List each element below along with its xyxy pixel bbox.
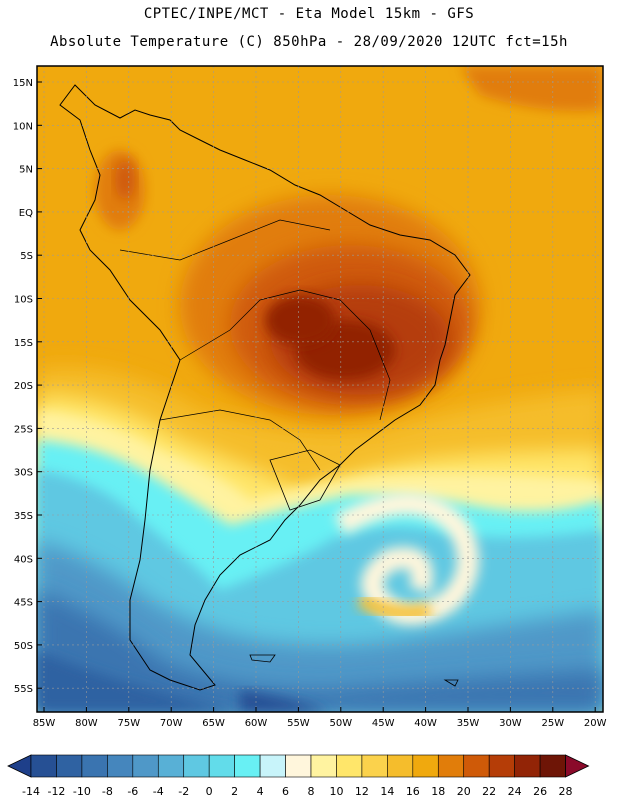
colorbar-swatch: [107, 754, 134, 778]
colorbar-label: 8: [308, 785, 315, 798]
colorbar-label: 18: [431, 785, 445, 798]
lon-label: 30W: [499, 718, 522, 729]
lat-label: 50S: [14, 641, 33, 652]
colorbar-label: 28: [559, 785, 573, 798]
lat-label: 10S: [14, 295, 33, 306]
colorbar-swatch: [361, 754, 388, 778]
graticule: [37, 66, 603, 712]
colorbar-label: 24: [508, 785, 522, 798]
colorbar-swatch: [539, 754, 566, 778]
colorbar-label: -4: [153, 785, 164, 798]
colorbar-swatch: [234, 754, 261, 778]
lat-label: 5S: [20, 251, 33, 262]
longitude-labels: 85W 80W 75W 70W 65W 60W 55W 50W 45W 40W 35W 30W 25W 2…: [33, 707, 607, 729]
colorbar-label: 10: [329, 785, 343, 798]
colorbar-swatch: [259, 754, 286, 778]
map-frame: [36, 65, 604, 713]
colorbar-label: 2: [231, 785, 238, 798]
colorbar-label: -12: [47, 785, 65, 798]
colorbar-swatch: [285, 754, 312, 778]
lon-label: 40W: [414, 718, 437, 729]
colorbar-swatch: [310, 754, 337, 778]
colorbar-swatch: [56, 754, 83, 778]
colorbar-label: 14: [380, 785, 394, 798]
lat-label: EQ: [19, 208, 33, 219]
colorbar-swatch: [463, 754, 490, 778]
colorbar-label: 12: [355, 785, 369, 798]
lon-label: 65W: [202, 718, 225, 729]
colorbar-label: -10: [73, 785, 91, 798]
lat-label: 25S: [14, 424, 33, 435]
lat-label: 15S: [14, 338, 33, 349]
lat-label: 35S: [14, 511, 33, 522]
lat-label: 45S: [14, 598, 33, 609]
colorbar-swatch: [437, 754, 465, 778]
continent-outline: [59, 84, 471, 691]
colorbar-swatch: [208, 754, 235, 778]
colorbar-label: 4: [257, 785, 264, 798]
colorbar-label: 22: [482, 785, 496, 798]
colorbar-swatch: [132, 754, 159, 778]
chart-title-line-2: Absolute Temperature (C) 850hPa - 28/09/…: [50, 34, 568, 50]
lat-label: 55S: [14, 684, 33, 695]
colorbar-label: 16: [406, 785, 420, 798]
lat-label: 15N: [13, 78, 33, 89]
lon-label: 35W: [457, 718, 480, 729]
colorbar-swatch: [30, 754, 57, 778]
lat-label: 10N: [13, 121, 33, 132]
colorbar-label: -8: [102, 785, 113, 798]
colorbar-swatch: [387, 754, 414, 778]
colorbar-label: -2: [178, 785, 189, 798]
lat-label: 5N: [19, 165, 33, 176]
lon-label: 75W: [117, 718, 140, 729]
colorbar-swatch: [514, 754, 541, 778]
lon-label: 85W: [33, 718, 56, 729]
lon-label: 20W: [584, 718, 607, 729]
lon-label: 70W: [160, 718, 183, 729]
colorbar-arrow-left: [7, 754, 32, 778]
lat-label: 20S: [14, 381, 33, 392]
colorbar-swatch: [336, 754, 363, 778]
lon-label: 45W: [372, 718, 395, 729]
colorbar-swatch: [81, 754, 108, 778]
colorbar-label: -14: [22, 785, 40, 798]
colorbar-swatch: [488, 754, 515, 778]
lon-label: 55W: [287, 718, 310, 729]
colorbar-label: 20: [457, 785, 471, 798]
lon-label: 50W: [329, 718, 352, 729]
colorbar-label: 26: [533, 785, 547, 798]
colorbar-label: 0: [206, 785, 213, 798]
lat-label: 40S: [14, 554, 33, 565]
colorbar-label: -6: [127, 785, 138, 798]
lon-label: 60W: [245, 718, 268, 729]
colorbar-arrow-right: [565, 754, 590, 778]
colorbar-swatch: [412, 754, 439, 778]
colorbar-swatch: [157, 754, 185, 778]
colorbar-label: 6: [282, 785, 289, 798]
colorbar-swatch: [183, 754, 210, 778]
chart-title-line-1: CPTEC/INPE/MCT - Eta Model 15km - GFS: [143, 6, 475, 22]
latitude-labels: 15N 10N 5N EQ 5S 10S 15S 20S 25S 30S 35S 40S 45S 50S 5…: [13, 78, 42, 695]
lon-label: 25W: [541, 718, 564, 729]
lat-label: 30S: [14, 468, 33, 479]
colorbar: -14 -12 -10 -8 -6 -4 -2 0 2 4 6 8 10 12 14 16 18 20 22 24 26…: [7, 754, 590, 798]
lon-label: 80W: [75, 718, 98, 729]
temperature-field: [37, 66, 603, 712]
